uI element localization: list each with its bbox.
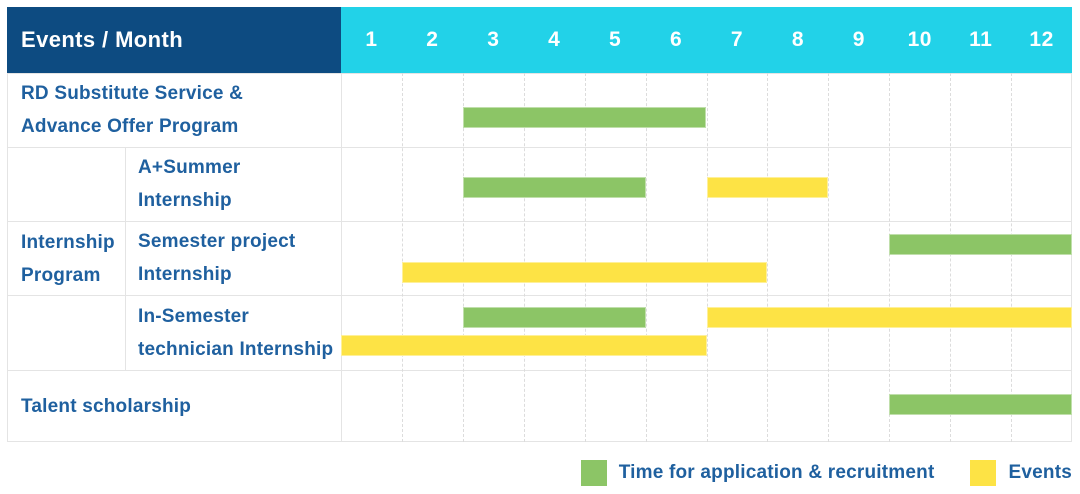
bar-in-semester-technician-internship-application-m3-m5 xyxy=(462,307,646,328)
month-header-2: 2 xyxy=(426,28,439,51)
month-gridline-8 xyxy=(828,73,830,442)
month-header-12: 12 xyxy=(1029,28,1054,51)
bar-rd-substitute-application-m3-m6 xyxy=(462,107,707,128)
month-gridline-4 xyxy=(584,73,586,442)
bar-semester-project-internship-application-m10-m12 xyxy=(889,234,1072,255)
month-header-11: 11 xyxy=(969,28,993,51)
bar-a-plus-summer-internship-event-m7-m8 xyxy=(706,177,829,198)
bar-semester-project-internship-event-m2-m7 xyxy=(401,262,768,283)
bar-a-plus-summer-internship-application-m3-m5 xyxy=(462,177,646,198)
row-label-talent-scholarship: Talent scholarship xyxy=(21,395,192,417)
group-label-internship-program: Internship Program xyxy=(21,231,115,286)
legend-label-application: Time for application & recruitment xyxy=(618,462,935,483)
table-border-right xyxy=(1071,73,1072,442)
row-divider xyxy=(7,147,1072,148)
month-gridline-5 xyxy=(645,73,647,442)
row-label-a-plus-summer-internship: A+Summer Internship xyxy=(138,157,241,211)
month-header-10: 10 xyxy=(907,28,932,51)
month-gridline-1 xyxy=(401,73,403,442)
legend-item-application: Time for application & recruitment xyxy=(580,460,935,486)
month-header-6: 6 xyxy=(669,28,683,51)
month-header-row: 1 2 3 4 5 6 7 8 9 10 11 12 xyxy=(341,7,1072,73)
month-gridline-3 xyxy=(523,73,525,442)
header-title: Events / Month xyxy=(21,27,184,52)
group-column-divider xyxy=(125,147,126,370)
month-header-1: 1 xyxy=(365,28,378,51)
gantt-table: Events / Month 1 2 3 4 5 6 7 8 9 10 11 12 Internshi… xyxy=(7,7,1072,442)
header-bottom-border xyxy=(7,73,1072,74)
row-divider xyxy=(7,295,1072,296)
month-header-8: 8 xyxy=(791,28,804,51)
row-label-semester-project-internship: Semester project Internship xyxy=(138,231,296,285)
table-border-left xyxy=(7,73,8,442)
month-gridline-6 xyxy=(706,73,708,442)
month-header-7: 7 xyxy=(730,28,744,51)
row-divider xyxy=(7,221,1072,222)
month-gridline-7 xyxy=(767,73,769,442)
month-gridline-10 xyxy=(950,73,952,442)
table-border-bottom xyxy=(7,441,1072,442)
legend-swatch-event xyxy=(970,460,997,486)
bar-talent-scholarship-application-m10-m12 xyxy=(889,394,1072,415)
month-header-3: 3 xyxy=(487,28,500,51)
legend-swatch-application xyxy=(580,460,607,486)
events-month-header-cell: Events / Month xyxy=(7,7,341,73)
row-label-in-semester-technician-internship: In-Semester technician Internship xyxy=(138,305,334,360)
month-gridline-11 xyxy=(1011,73,1013,442)
legend-item-event: Events xyxy=(970,460,1072,486)
month-gridline-2 xyxy=(462,73,464,442)
bar-in-semester-technician-internship-event-m1-m6 xyxy=(341,335,707,356)
legend-label-event: Events xyxy=(1008,462,1072,483)
month-header-5: 5 xyxy=(609,28,622,51)
label-column-divider xyxy=(341,73,342,442)
month-header-9: 9 xyxy=(852,28,865,51)
month-header-4: 4 xyxy=(548,28,561,51)
legend: Time for application & recruitment Events xyxy=(580,459,1072,487)
row-divider xyxy=(7,370,1072,371)
bar-in-semester-technician-internship-event-m7-m12 xyxy=(706,307,1072,328)
row-label-rd-substitute: RD Substitute Service & Advance Offer Pro… xyxy=(21,83,244,137)
month-gridline-9 xyxy=(889,73,891,442)
